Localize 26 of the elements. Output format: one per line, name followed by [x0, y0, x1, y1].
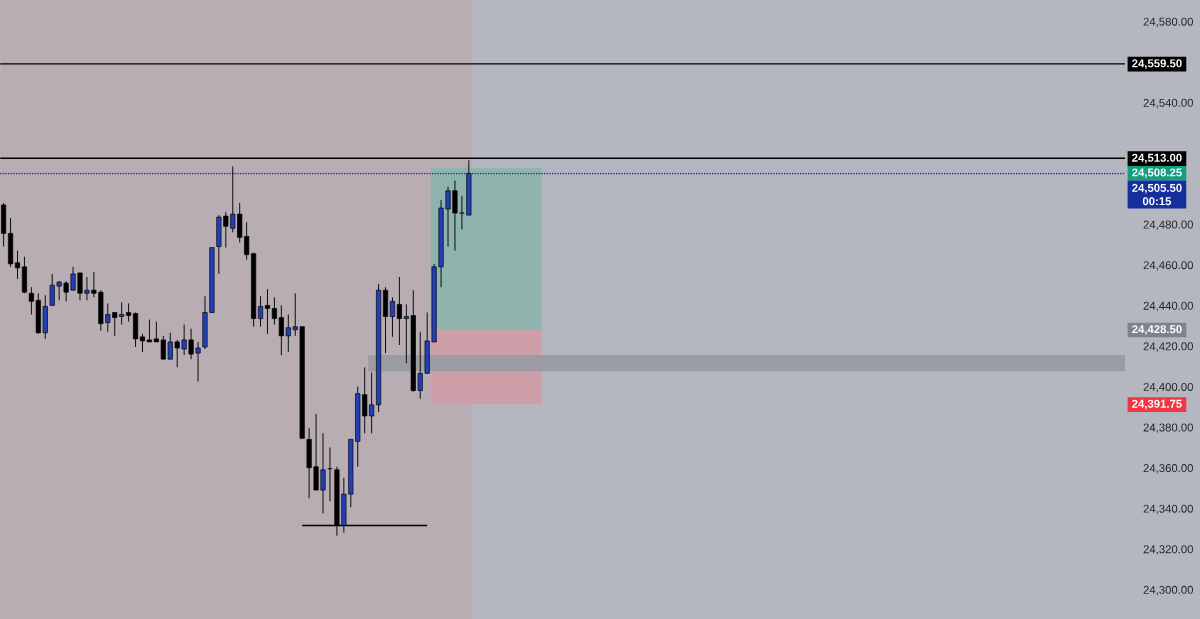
- y-tick-label: 24,380.00: [1143, 423, 1193, 433]
- ref-line-label: 24,513.00: [1132, 153, 1182, 164]
- y-tick-label: 24,460.00: [1143, 261, 1193, 271]
- y-tick-label: 24,300.00: [1143, 585, 1193, 596]
- y-tick-label: 24,360.00: [1143, 464, 1193, 474]
- y-tick-label: 24,420.00: [1143, 342, 1193, 352]
- candlestick: [146, 319, 152, 343]
- ref-line-label: 24,505.50: [1132, 183, 1182, 194]
- text: 24,428.50: [1132, 325, 1182, 335]
- ref-line-label: 24,559.50: [1132, 59, 1182, 70]
- y-tick-label: 24,540.00: [1143, 98, 1193, 109]
- y-tick-label: 24,340.00: [1143, 504, 1193, 515]
- candlestick: [257, 295, 264, 328]
- candlestick: [264, 288, 271, 335]
- candlestick: [459, 195, 465, 230]
- y-tick-label: 24,440.00: [1143, 301, 1193, 312]
- candlestick: [389, 296, 396, 338]
- y-tick-label: 24,400.00: [1143, 382, 1193, 393]
- y-tick-label: 24,480.00: [1143, 220, 1193, 230]
- text: 24,508.25: [1132, 168, 1182, 179]
- y-tick-label: 24,580.00: [1143, 17, 1193, 28]
- candlestick: [139, 333, 146, 353]
- candlestick: [14, 250, 21, 280]
- y-tick-label: 24,320.00: [1143, 545, 1193, 555]
- text: 00:15: [1142, 197, 1172, 206]
- text: 24,391.75: [1132, 399, 1182, 410]
